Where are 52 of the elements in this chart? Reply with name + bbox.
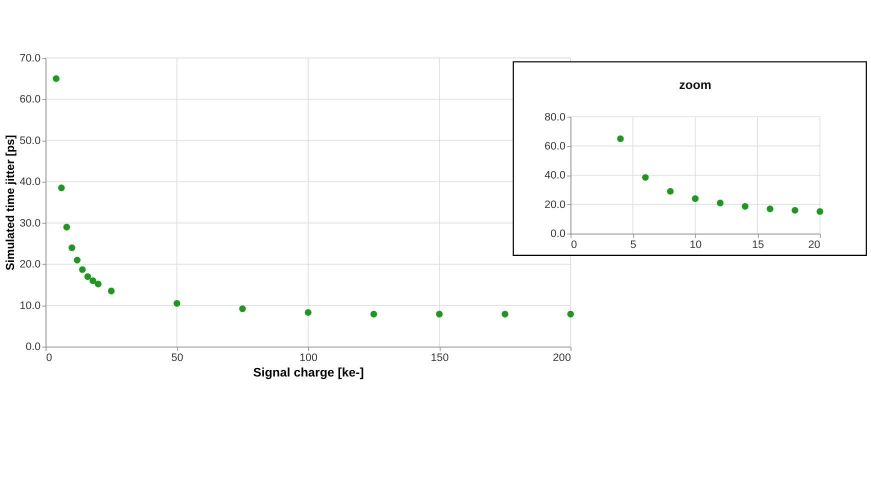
point <box>666 188 674 195</box>
y-tick-label: 0.0 <box>550 228 566 240</box>
x-tick-label: 10 <box>690 239 702 252</box>
point <box>642 174 649 181</box>
y-tick-label: 50.0 <box>20 134 41 147</box>
point <box>68 244 76 252</box>
point <box>74 256 81 264</box>
point <box>436 310 443 318</box>
x-tick-label: 150 <box>430 352 449 364</box>
y-tick-label: 20.0 <box>544 198 566 211</box>
point <box>108 288 115 294</box>
chart-title: zoom <box>679 78 712 92</box>
point <box>174 300 180 307</box>
point <box>792 206 798 214</box>
y-tick-label: 30.0 <box>20 217 41 230</box>
point <box>816 208 824 215</box>
y-tick-label: 20.0 <box>20 258 41 271</box>
point <box>567 310 574 318</box>
point <box>716 200 724 206</box>
x-tick-label: 100 <box>299 352 318 364</box>
x-tick-label: 20 <box>808 239 820 252</box>
point <box>502 310 508 318</box>
point <box>94 280 102 288</box>
point <box>617 135 624 142</box>
y-tick-label: 60.0 <box>544 140 566 152</box>
point <box>58 184 65 192</box>
point <box>63 224 70 230</box>
point <box>90 277 96 284</box>
x-tick-label: 0 <box>570 239 578 252</box>
point <box>239 305 246 312</box>
point <box>692 195 699 202</box>
y-tick-label: 60.0 <box>20 94 41 106</box>
y-tick-label: 0.0 <box>26 341 41 354</box>
y-tick-label: 10.0 <box>20 300 41 312</box>
x-tick-label: 15 <box>752 239 764 252</box>
y-tick-label: 40.0 <box>20 176 41 188</box>
x-tick-label: 0 <box>46 352 52 364</box>
x-tick-label: 200 <box>552 352 571 364</box>
x-tick-label: 5 <box>630 239 636 252</box>
y-tick-label: 40.0 <box>544 170 566 182</box>
y-axis-title: Simulated time jitter [ps] <box>4 134 18 270</box>
x-tick-label: 50 <box>171 352 184 364</box>
x-axis-title: Signal charge [ke-] <box>253 366 364 380</box>
point <box>742 203 748 210</box>
point <box>79 266 86 273</box>
point <box>52 75 60 82</box>
point <box>304 309 312 316</box>
point <box>766 206 774 212</box>
point <box>370 310 378 318</box>
y-tick-label: 70.0 <box>20 52 41 64</box>
y-tick-label: 80.0 <box>544 111 566 124</box>
point <box>84 273 92 280</box>
